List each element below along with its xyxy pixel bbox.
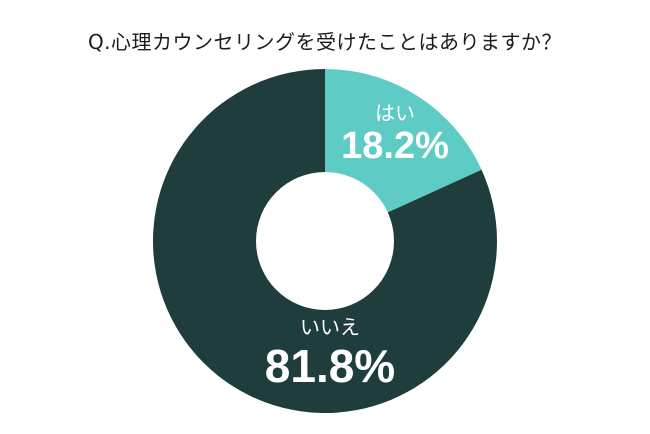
slice-label-yes: はい 18.2% xyxy=(325,100,465,166)
slice-no-percent: 81.8% xyxy=(264,340,396,392)
chart-title: Q.心理カウンセリングを受けたことはありますか？ xyxy=(87,30,563,54)
slice-no-name: いいえ xyxy=(300,315,360,339)
slice-yes-name: はい xyxy=(375,101,415,125)
slice-yes-percent: 18.2% xyxy=(341,125,449,167)
donut-hole xyxy=(256,172,394,310)
slice-label-no: いいえ 81.8% xyxy=(240,313,420,391)
